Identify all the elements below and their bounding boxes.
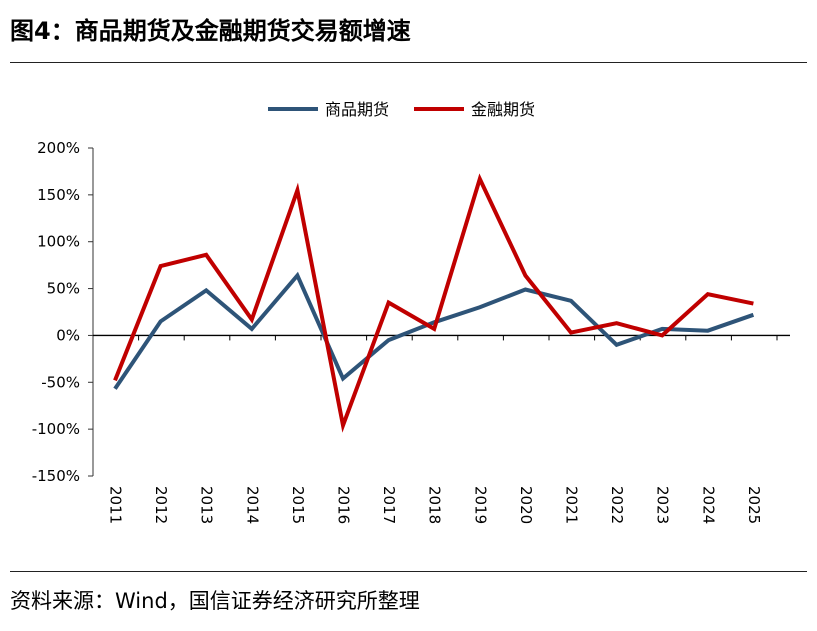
x-tick-label: 2016 [335, 486, 353, 524]
y-tick-label: 200% [37, 139, 80, 157]
y-tick-label: -50% [41, 373, 80, 391]
legend-label: 商品期货 [325, 100, 389, 119]
x-tick-label: 2012 [152, 486, 170, 524]
x-tick-label: 2015 [289, 486, 307, 524]
x-tick-label: 2025 [745, 486, 763, 524]
y-tick-label: 100% [37, 233, 80, 251]
x-axis: 2011 2012 2013 2014 2015 2016 2017 2018 2019 2020… [93, 334, 790, 524]
x-tick-label: 2023 [654, 486, 672, 524]
chart-legend: 商品期货 金融期货 [268, 100, 535, 119]
y-tick-label: 150% [37, 186, 80, 204]
x-tick-label: 2018 [426, 486, 444, 524]
line-chart: 商品期货 金融期货 200% 150% 100% 50% 0% -50% -100% -150%… [32, 100, 790, 524]
source-divider [10, 571, 807, 572]
x-tick-label: 2014 [243, 486, 261, 524]
x-tick-label: 2022 [608, 486, 626, 524]
x-tick-label: 2020 [517, 486, 535, 524]
x-tick-label: 2011 [107, 486, 125, 524]
x-tick-label: 2013 [198, 486, 216, 524]
x-tick-label: 2024 [699, 486, 717, 524]
legend-label: 金融期货 [471, 100, 535, 119]
y-tick-label: 0% [56, 326, 80, 344]
series-line [113, 173, 754, 433]
y-axis: 200% 150% 100% 50% 0% -50% -100% -150% [32, 139, 94, 485]
y-tick-label: 50% [47, 280, 80, 298]
x-tick-label: 2021 [563, 486, 581, 524]
y-tick-label: -100% [32, 420, 80, 438]
x-tick-label: 2017 [380, 486, 398, 524]
x-tick-label: 2019 [471, 486, 489, 524]
series-lines [113, 173, 755, 433]
y-tick-label: -150% [32, 467, 80, 485]
title-divider [10, 62, 807, 63]
source-note: 资料来源：Wind，国信证券经济研究所整理 [10, 589, 420, 613]
figure-title: 图4：商品期货及金融期货交易额增速 [10, 17, 411, 45]
